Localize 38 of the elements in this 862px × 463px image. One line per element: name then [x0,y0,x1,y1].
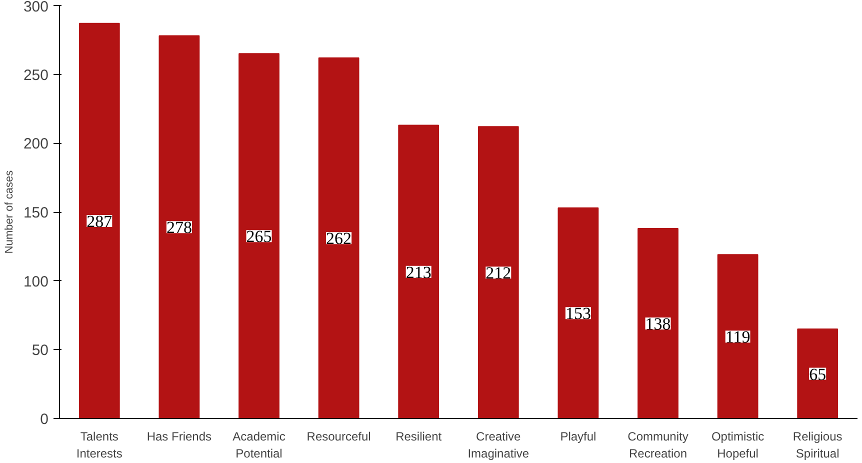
y-tick-label: 100 [23,273,49,290]
bar [717,254,758,418]
y-tick-label: 150 [23,204,49,222]
x-tick-label: Religious Spiritual [792,430,842,460]
x-tick-label: Playful [560,430,596,444]
y-axis-title: Number of cases [3,170,16,254]
data-label: 65 [809,364,826,384]
x-tick-label: Community Recreation [628,430,688,460]
bar [558,207,599,418]
data-label: 212 [486,264,512,283]
bar [398,124,440,418]
bar [478,126,519,418]
x-tick-label: Creative Imaginative [468,430,530,460]
x-tick-label: Academic Potential [232,430,286,460]
bar [78,22,120,418]
x-tick-label: Resourceful [306,430,371,444]
data-label: 119 [725,328,750,347]
bar [797,328,838,418]
y-tick-label: 50 [32,342,49,360]
x-tick-label: Has Friends [146,430,212,444]
data-label: 153 [565,304,591,324]
x-tick-label: Optimistic Hopeful [711,430,764,460]
data-label: 278 [166,218,192,238]
data-label: 262 [326,229,352,248]
y-tick-label: 0 [40,411,48,428]
x-tick-label: Resilient [396,430,442,444]
bar [638,228,678,418]
bar [238,53,280,418]
bar [158,35,200,418]
data-label: 287 [86,212,113,231]
y-tick-label: 250 [23,66,49,84]
bar [318,57,360,418]
data-label: 138 [645,314,671,334]
x-tick-label: Talents Interests [76,430,122,460]
data-label: 265 [246,227,272,246]
y-tick-label: 200 [23,136,49,153]
y-tick-label: 300 [23,0,49,16]
data-label: 213 [406,262,432,282]
